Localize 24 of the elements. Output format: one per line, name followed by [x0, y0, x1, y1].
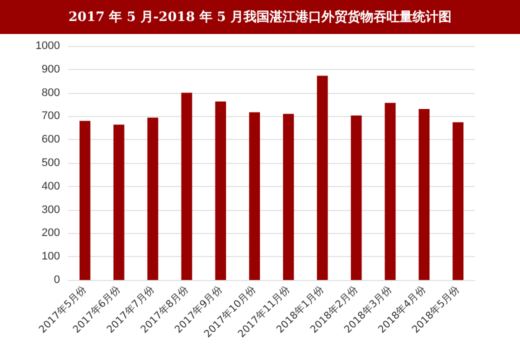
y-tick-label: 1000 [36, 40, 60, 52]
bar [249, 112, 260, 280]
bar [350, 116, 362, 280]
y-tick-label: 0 [54, 274, 60, 286]
bar [316, 76, 328, 280]
y-tick-label: 800 [42, 86, 60, 99]
y-tick-label: 200 [42, 227, 60, 240]
y-tick-label: 100 [42, 250, 60, 263]
bar [80, 120, 90, 280]
y-tick-label: 500 [42, 157, 60, 169]
bar [147, 118, 158, 280]
bar [384, 102, 396, 280]
bar [181, 92, 192, 280]
bar [215, 101, 226, 280]
y-tick-label: 700 [42, 110, 60, 122]
bar [283, 114, 294, 280]
y-tick-label: 600 [42, 134, 60, 146]
y-tick-label: 900 [42, 63, 60, 76]
y-tick-label: 400 [42, 180, 60, 192]
bar [113, 124, 124, 280]
chart-title: 2017 年 5 月-2018 年 5 月我国湛江港口外贸货物吞吐量统计图 [0, 0, 520, 34]
y-tick-label: 300 [42, 204, 60, 216]
bar [418, 108, 430, 280]
bar [452, 122, 464, 280]
